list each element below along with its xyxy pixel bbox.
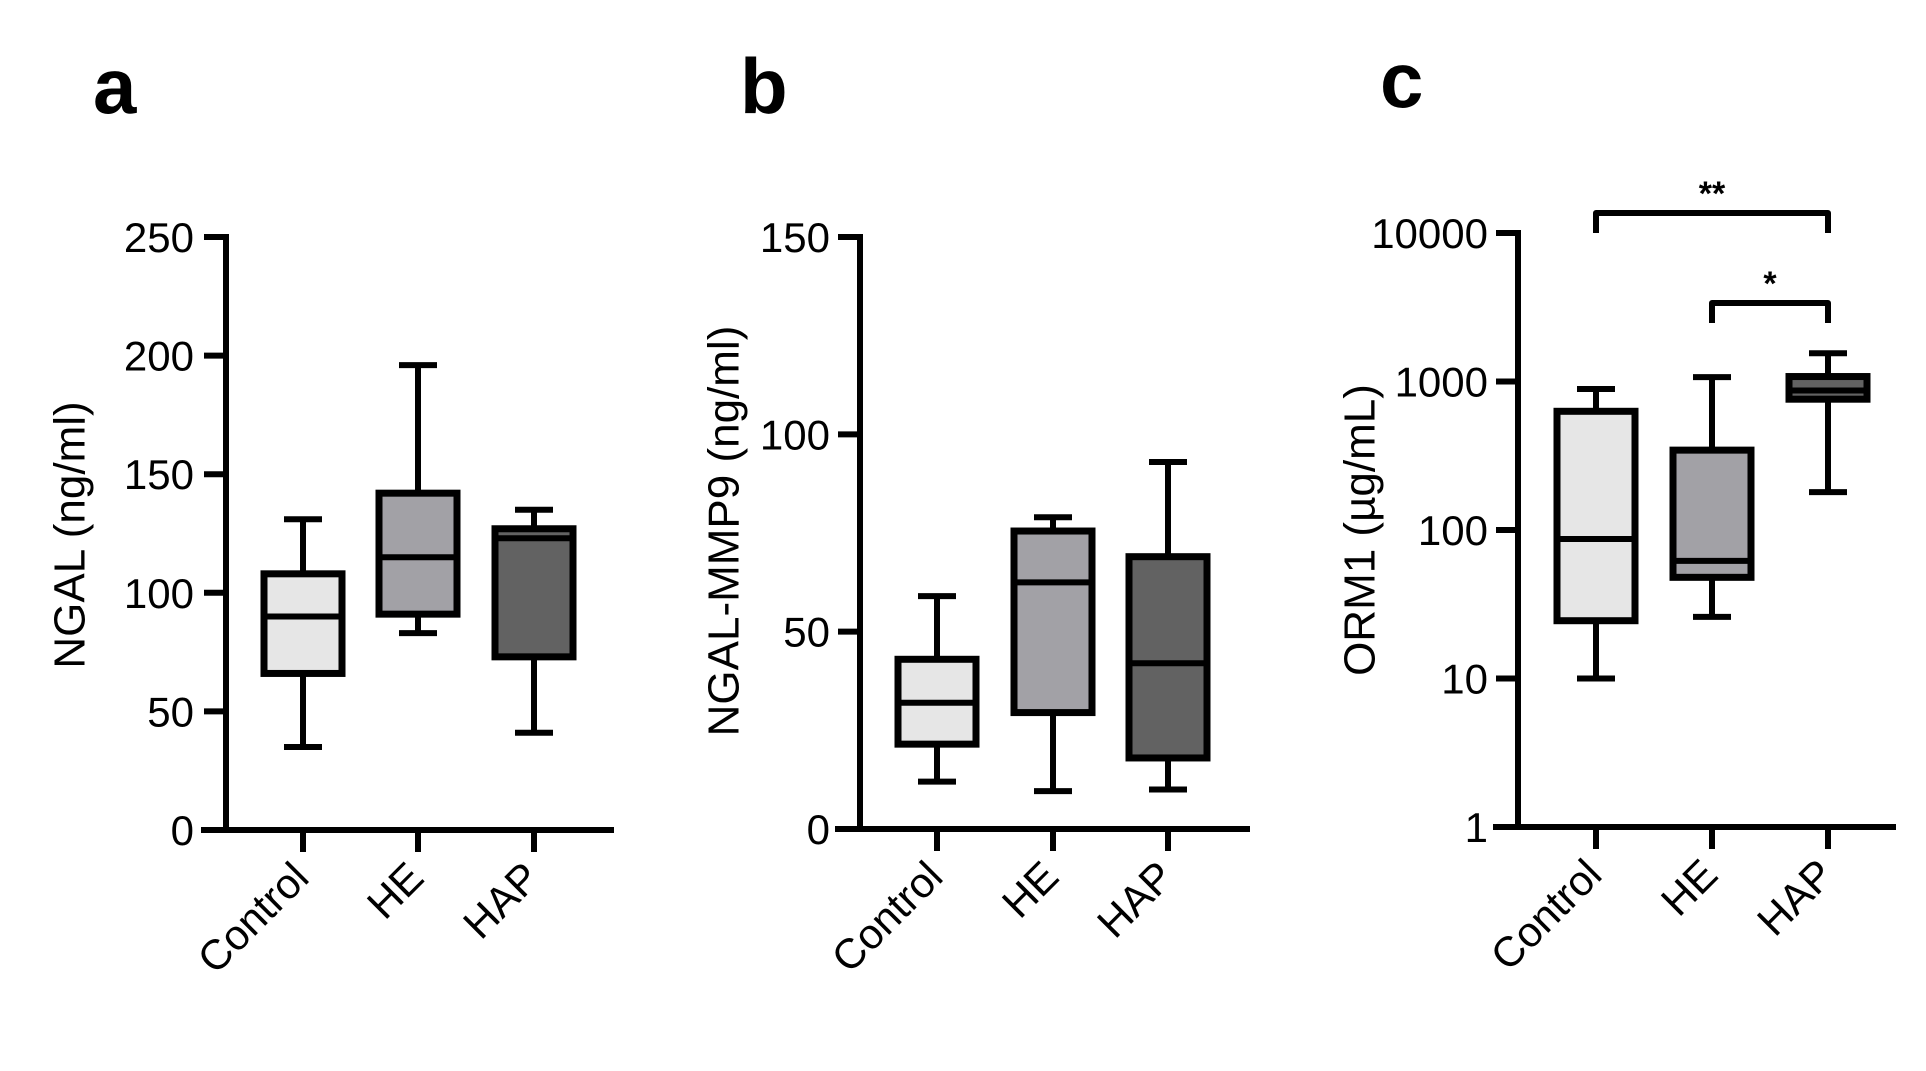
panel-c-orm1: 1 10 100 1000 10000 ORM1 (µg/mL) Control HE HAP *…	[1336, 175, 1896, 979]
y-tick-label: 50	[783, 609, 830, 656]
significance-label: *	[1763, 265, 1777, 303]
panel-letter-c: c	[1380, 36, 1423, 124]
y-tick-label: 150	[760, 214, 830, 261]
y-axis-title: NGAL-MMP9 (ng/ml)	[700, 326, 749, 737]
x-category-label: HAP	[1088, 852, 1182, 946]
iqr-box-control	[260, 570, 346, 677]
y-tick-label: 150	[124, 451, 194, 498]
y-tick-label: 1000	[1395, 359, 1488, 406]
iqr-box-he	[1010, 527, 1096, 717]
x-category-label: Control	[188, 853, 317, 982]
y-tick-label: 0	[807, 806, 830, 853]
significance-label: **	[1699, 175, 1726, 213]
significance-bracket	[1593, 210, 1831, 233]
x-category-label: Control	[1481, 850, 1610, 979]
iqr-box-he	[375, 489, 461, 618]
iqr-box-he	[1669, 446, 1755, 581]
y-tick-label: 200	[124, 333, 194, 380]
significance-bracket	[1709, 300, 1831, 323]
iqr-box-control	[1553, 407, 1639, 625]
x-category-label: HAP	[1748, 850, 1842, 944]
panel-letter-a: a	[93, 42, 137, 130]
y-tick-label: 100	[760, 411, 830, 458]
y-tick-label: 1	[1465, 804, 1488, 851]
panel-b-ngal-mmp9: 0 50 100 150 NGAL-MMP9 (ng/ml) Control HE HAP	[700, 214, 1250, 981]
panel-a-ngal: 0 50 100 150 200 250 NGAL (ng/ml) Control HE HAP	[46, 214, 614, 982]
x-category-label: Control	[822, 852, 951, 981]
x-category-label: HAP	[454, 853, 548, 947]
y-tick-label: 50	[147, 688, 194, 735]
y-axis-title: NGAL (ng/ml)	[46, 401, 95, 668]
x-category-label: HE	[1652, 850, 1727, 925]
panel-letter-b: b	[740, 42, 788, 130]
y-tick-label: 100	[124, 570, 194, 617]
iqr-box-hap	[1125, 553, 1211, 762]
y-tick-label: 250	[124, 214, 194, 261]
y-tick-label: 100	[1418, 507, 1488, 554]
x-category-label: HE	[993, 852, 1068, 927]
x-category-label: HE	[358, 853, 433, 928]
y-tick-label: 0	[171, 807, 194, 854]
y-tick-label: 10000	[1371, 210, 1488, 257]
y-tick-label: 10	[1441, 656, 1488, 703]
iqr-box-hap	[491, 525, 577, 661]
y-axis-title: ORM1 (µg/mL)	[1336, 384, 1385, 676]
